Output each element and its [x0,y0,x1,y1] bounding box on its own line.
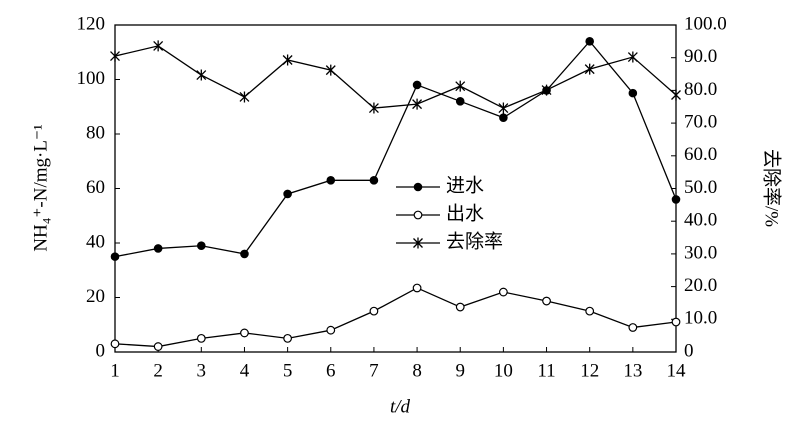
legend-label: 出水 [446,202,484,224]
point [412,80,422,90]
point [239,91,250,103]
y-tick-label: 40 [86,231,105,252]
legend-label: 进水 [446,174,484,196]
point [412,98,423,110]
y2-tick-label: 20.0 [684,275,717,296]
y2-tick-label: 80.0 [684,79,717,100]
legend-marker [413,182,423,192]
point [196,69,207,81]
x-tick-label: 2 [153,360,163,381]
y-tick-label: 20 [86,286,105,307]
y-tick-label: 80 [86,122,105,143]
x-tick-label: 1 [110,360,120,381]
x-tick-label: 7 [369,360,379,381]
x-tick-label: 13 [623,360,642,381]
series-line [114,287,677,348]
x-tick-label: 8 [412,360,422,381]
point [498,287,508,297]
y2-tick-label: 0 [684,340,694,361]
y2-tick-label: 10.0 [684,308,717,329]
point [326,325,336,335]
point [542,296,551,306]
y2-tick-label: 60.0 [684,144,717,165]
x-tick-label: 6 [326,360,336,381]
point [153,40,164,52]
point [240,249,249,259]
point [499,113,508,122]
y2-tick-label: 100.0 [684,13,727,34]
y-tick-label: 120 [77,13,106,34]
x-tick-label: 10 [494,360,513,381]
y2-tick-label: 90.0 [684,46,717,67]
x-tick-label: 3 [197,360,207,381]
point [584,63,595,75]
point [368,102,379,114]
point [455,97,465,106]
point [541,84,552,96]
x-tick-label: 4 [240,360,250,381]
x-tick-label: 11 [537,360,555,381]
x-tick-label: 5 [283,360,293,381]
y2-tick-label: 70.0 [684,111,717,132]
point [196,333,206,343]
x-axis-label: t/d [390,396,411,417]
point [110,252,120,261]
legend-marker [413,210,423,220]
point [369,176,379,185]
point [326,176,336,185]
point [455,302,465,312]
x-tick-label: 9 [455,360,465,381]
point [498,102,509,114]
x-tick-label: 12 [580,360,599,381]
point [671,89,681,101]
point [369,306,379,316]
point [153,244,163,253]
y-tick-label: 100 [77,68,106,89]
point [283,333,293,343]
point [628,88,638,98]
point [197,241,206,251]
point [585,37,594,46]
y-tick-label: 0 [96,340,106,361]
point [282,54,293,66]
legend-label: 去除率 [446,230,503,252]
point [671,195,681,204]
y2-axis-label: 去除率/% [761,149,783,227]
y2-tick-label: 30.0 [684,242,717,263]
x-tick-label: 14 [667,360,687,381]
point [325,64,336,76]
y-tick-label: 60 [86,177,105,198]
series-line [114,45,677,109]
legend-marker [413,237,423,249]
point [283,189,292,199]
point [110,50,120,62]
point [585,306,595,316]
point [110,339,120,349]
series-line [114,40,677,258]
point [628,323,638,332]
point [627,51,638,63]
y2-tick-label: 40.0 [684,210,717,231]
point [240,328,249,338]
point [455,80,466,92]
point [153,342,163,351]
y2-tick-label: 50.0 [684,177,717,198]
point [671,317,681,327]
point [412,283,422,293]
y-axis-label: NH₄⁺-N/mg·L⁻¹ [30,124,51,252]
